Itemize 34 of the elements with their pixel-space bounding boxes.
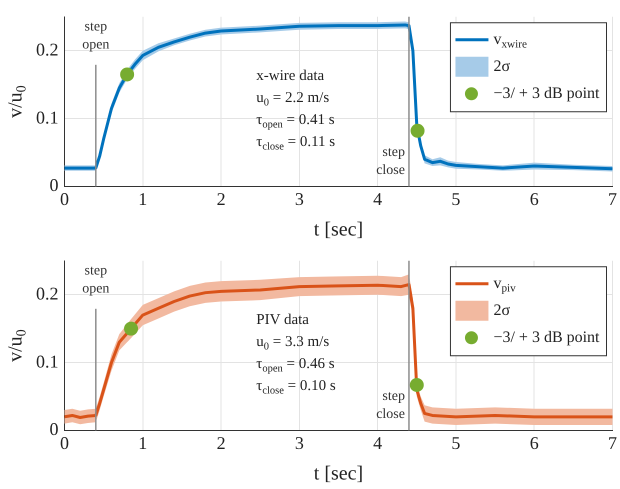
y-tick-label: 0: [50, 419, 58, 440]
ref-line-label: step close: [376, 145, 405, 178]
y-axis-title: v/u0: [4, 85, 30, 118]
y-tick-label: 0: [50, 175, 58, 196]
x-tick-label: 5: [451, 432, 460, 453]
ref-line-label: step close: [376, 389, 405, 422]
y-tick-label: 0.1: [36, 351, 58, 372]
x-tick-label: 5: [451, 188, 460, 209]
ref-line-label: step open: [82, 19, 110, 52]
legend-label: 2σ: [493, 302, 510, 320]
x-tick-label: 6: [530, 432, 539, 453]
legend-label: −3/ + 3 dB point: [493, 329, 600, 346]
legend-label: 2σ: [493, 58, 510, 76]
annotation: PIV data: [256, 312, 310, 328]
y-tick-label: 0.2: [36, 39, 58, 60]
x-tick-label: 4: [373, 432, 382, 453]
x-tick-label: 1: [138, 432, 148, 453]
x-tick-label: 7: [608, 188, 617, 209]
x-tick-label: 2: [216, 188, 226, 209]
y-axis-title: v/u0: [4, 329, 30, 362]
x-tick-label: 4: [373, 188, 382, 209]
y-tick-label: 0.2: [36, 283, 58, 304]
x-tick-label: 3: [294, 188, 304, 209]
annotation: x-wire data: [256, 68, 325, 84]
x-tick-label: 2: [216, 432, 226, 453]
x-tick-label: 7: [608, 432, 617, 453]
legend-label: −3/ + 3 dB point: [493, 85, 600, 102]
ref-line-label: step open: [82, 263, 110, 296]
x-tick-label: 1: [138, 188, 148, 209]
x-tick-label: 3: [294, 432, 304, 453]
y-tick-label: 0.1: [36, 107, 58, 128]
x-axis-title: t [sec]: [314, 462, 364, 484]
x-tick-label: 6: [530, 188, 539, 209]
x-axis-title: t [sec]: [314, 218, 364, 240]
